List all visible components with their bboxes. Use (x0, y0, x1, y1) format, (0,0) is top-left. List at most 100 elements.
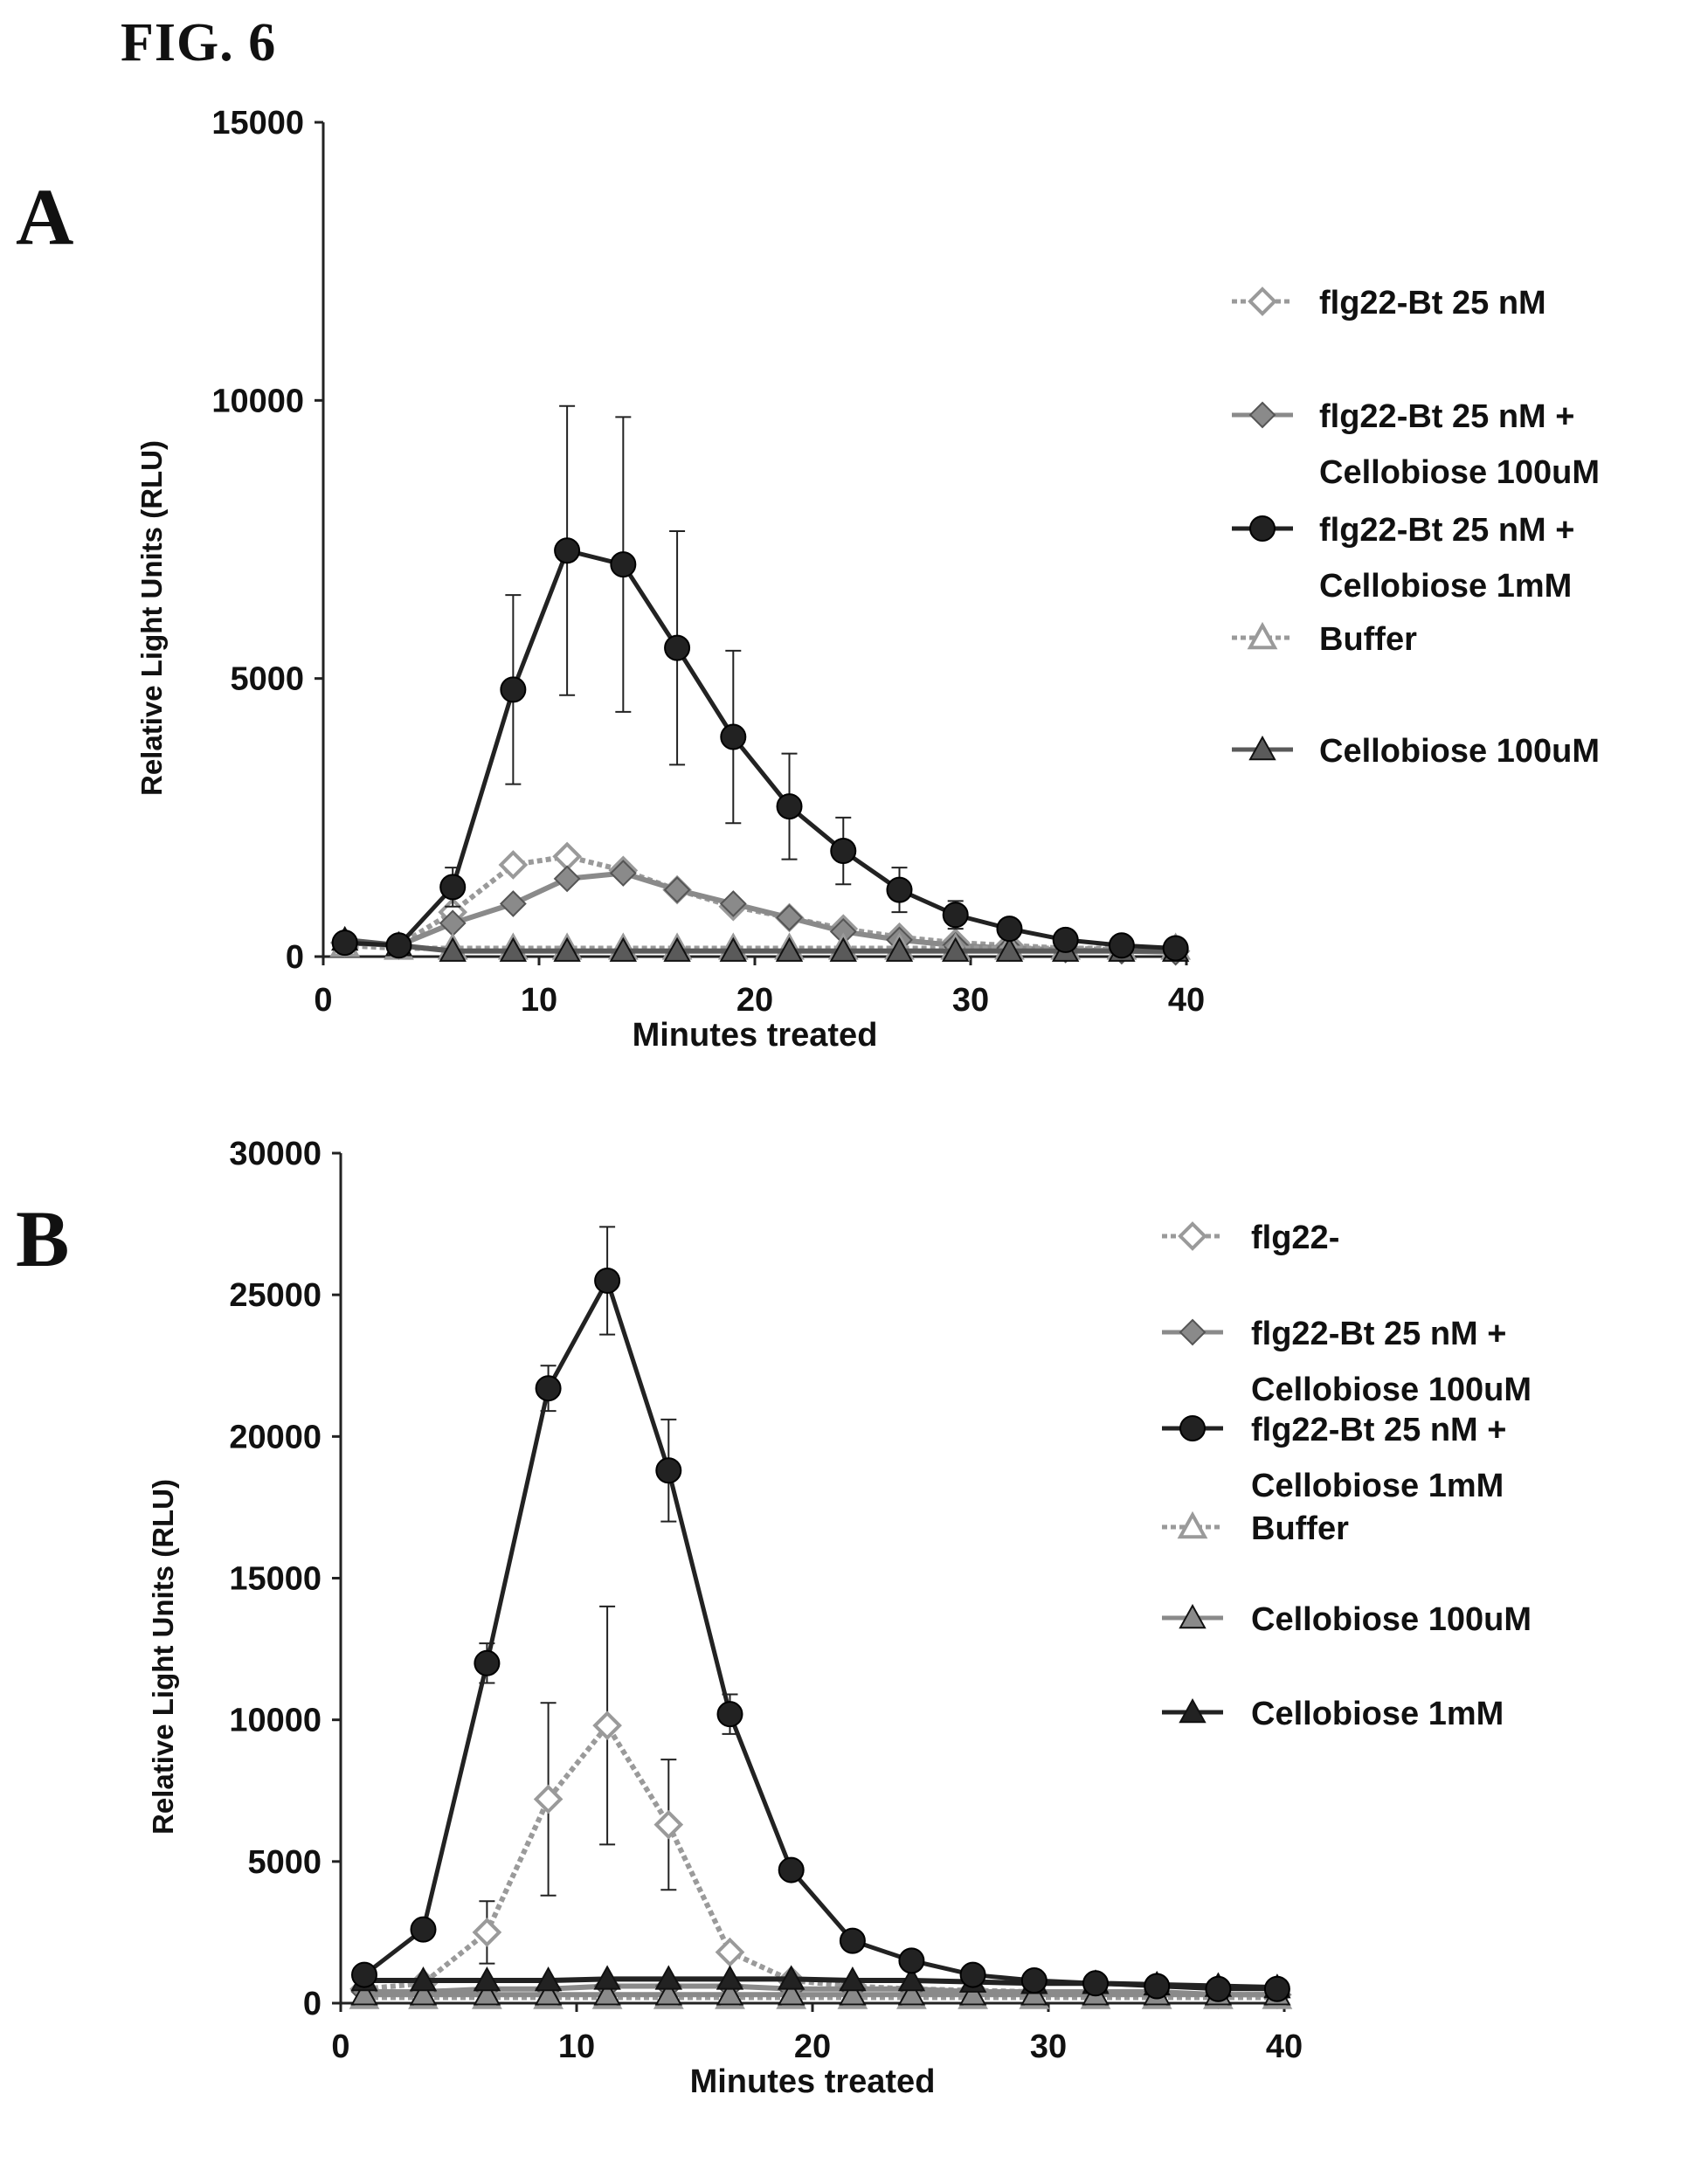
a-legend-item-4: Cellobiose 100uM (1232, 733, 1600, 770)
a-data-point (609, 860, 637, 887)
b-y-tick-label: 20000 (229, 1419, 322, 1455)
a-data-point (719, 890, 747, 917)
a-legend-text: Cellobiose 100uM (1319, 733, 1600, 770)
a-data-point (719, 936, 747, 962)
b-data-point (898, 1947, 925, 1974)
a-series-2 (331, 404, 1189, 962)
a-legend-marker (1248, 401, 1276, 429)
a-data-point (609, 936, 638, 962)
b-data-point (472, 1918, 502, 1947)
a-legend-item-0: flg22-Bt 25 nM (1232, 285, 1546, 321)
a-data-point (942, 902, 969, 929)
b-data-point (473, 1966, 501, 1992)
b-legend-text: Cellobiose 1mM (1251, 1696, 1504, 1732)
a-data-point (1108, 932, 1135, 959)
b-data-point (1020, 1967, 1048, 1994)
b-data-point (716, 1701, 743, 1728)
a-data-point (554, 537, 581, 564)
b-series-line (363, 1275, 1277, 1992)
b-x-axis-title: Minutes treated (690, 2063, 936, 2100)
b-y-tick-label: 5000 (247, 1844, 322, 1881)
a-x-tick-label: 30 (952, 982, 989, 1019)
b-data-point (351, 1961, 377, 1988)
panel-a-letter: A (16, 172, 74, 261)
b-legend-marker (1179, 1697, 1207, 1724)
b-legend-marker (1178, 1221, 1207, 1251)
b-data-point (410, 1916, 437, 1943)
b-legend-text: Cellobiose 100uM (1251, 1372, 1532, 1408)
b-data-point (594, 1267, 621, 1294)
a-legend-marker (1249, 515, 1276, 542)
b-data-point (654, 1980, 682, 2006)
b-data-point (534, 1966, 563, 1992)
b-data-point (958, 1980, 987, 2006)
a-legend-text: flg22-Bt 25 nM + (1319, 512, 1574, 549)
a-data-point (499, 936, 528, 962)
b-series-2 (351, 1226, 1290, 2002)
b-data-point (593, 1980, 621, 2006)
b-data-point (1263, 1975, 1290, 2002)
a-legend-item-1: flg22-Bt 25 nM + Cellobiose 100uM (1232, 398, 1600, 491)
b-data-point (654, 1965, 682, 1990)
a-series-line (344, 936, 1176, 954)
b-legend-item-3: Buffer (1162, 1510, 1349, 1547)
a-data-point (664, 634, 691, 661)
a-data-point (829, 936, 857, 962)
b-data-point (534, 1980, 563, 2006)
a-legend-text: flg22-Bt 25 nM + (1319, 398, 1574, 435)
a-x-tick-label: 20 (736, 982, 773, 1019)
b-y-tick-label: 10000 (229, 1703, 322, 1739)
chart-panel-b: 0 5000 10000 15000 20000 25000 30000 0 10 20 30 40 M… (147, 1136, 1532, 2100)
a-x-tick-label: 10 (521, 982, 557, 1019)
b-legend-item-5: Cellobiose 1mM (1162, 1696, 1504, 1732)
b-legend-text: Cellobiose 100uM (1251, 1601, 1532, 1638)
b-data-point (839, 1980, 867, 2006)
b-y-axis-title: Relative Light Units (RLU) (147, 1479, 179, 1835)
b-y-tick-label: 25000 (229, 1277, 322, 1314)
b-legend-item-2: flg22-Bt 25 nM + Cellobiose 1mM (1162, 1412, 1506, 1504)
a-data-point (720, 723, 747, 750)
a-data-point (552, 841, 582, 872)
b-data-point (897, 1980, 926, 2006)
a-data-point (385, 932, 412, 959)
b-data-point (716, 1965, 744, 1990)
b-legend-item-1: flg22-Bt 25 nM + Cellobiose 100uM (1162, 1316, 1532, 1408)
a-data-point (886, 876, 913, 903)
b-legend-text: Cellobiose 1mM (1251, 1468, 1504, 1504)
a-data-point (1052, 926, 1079, 953)
b-data-point (473, 1980, 501, 2006)
a-data-point (331, 930, 358, 957)
b-legend-marker (1177, 1510, 1208, 1539)
a-legend-text: flg22-Bt 25 nM (1319, 285, 1546, 321)
panel-b-letter: B (16, 1194, 70, 1283)
b-data-point (1082, 1970, 1109, 1997)
a-data-point (885, 936, 914, 962)
b-data-point (409, 1980, 438, 2006)
b-data-point (653, 1809, 684, 1840)
b-data-point (778, 1965, 806, 1990)
b-data-point (1144, 1973, 1171, 2000)
a-data-point (439, 936, 467, 962)
b-legend-text: flg22-Bt 25 nM + (1251, 1316, 1506, 1352)
b-legend-text: flg22- (1251, 1220, 1339, 1256)
b-data-point (897, 1966, 926, 1992)
b-data-point (409, 1966, 438, 1992)
a-data-point (996, 916, 1023, 943)
a-data-point (500, 676, 527, 703)
b-x-tick-label: 10 (558, 2028, 595, 2065)
a-data-point (498, 850, 529, 880)
a-y-tick-label: 15000 (211, 105, 304, 142)
b-x-tick-label: 20 (794, 2028, 831, 2065)
a-data-point (663, 936, 691, 962)
a-data-point (439, 874, 467, 901)
b-legend-item-4: Cellobiose 100uM (1162, 1601, 1532, 1638)
a-series-line (344, 548, 1176, 950)
b-data-point (778, 1980, 806, 2006)
b-data-point (959, 1961, 986, 1988)
b-y-tick-label: 15000 (229, 1561, 322, 1598)
a-series-line (344, 870, 1176, 955)
b-data-point (715, 1937, 745, 1967)
a-x-tick-label: 40 (1168, 982, 1205, 1019)
a-data-point (830, 838, 857, 865)
b-y-tick-label: 0 (303, 1986, 322, 2022)
